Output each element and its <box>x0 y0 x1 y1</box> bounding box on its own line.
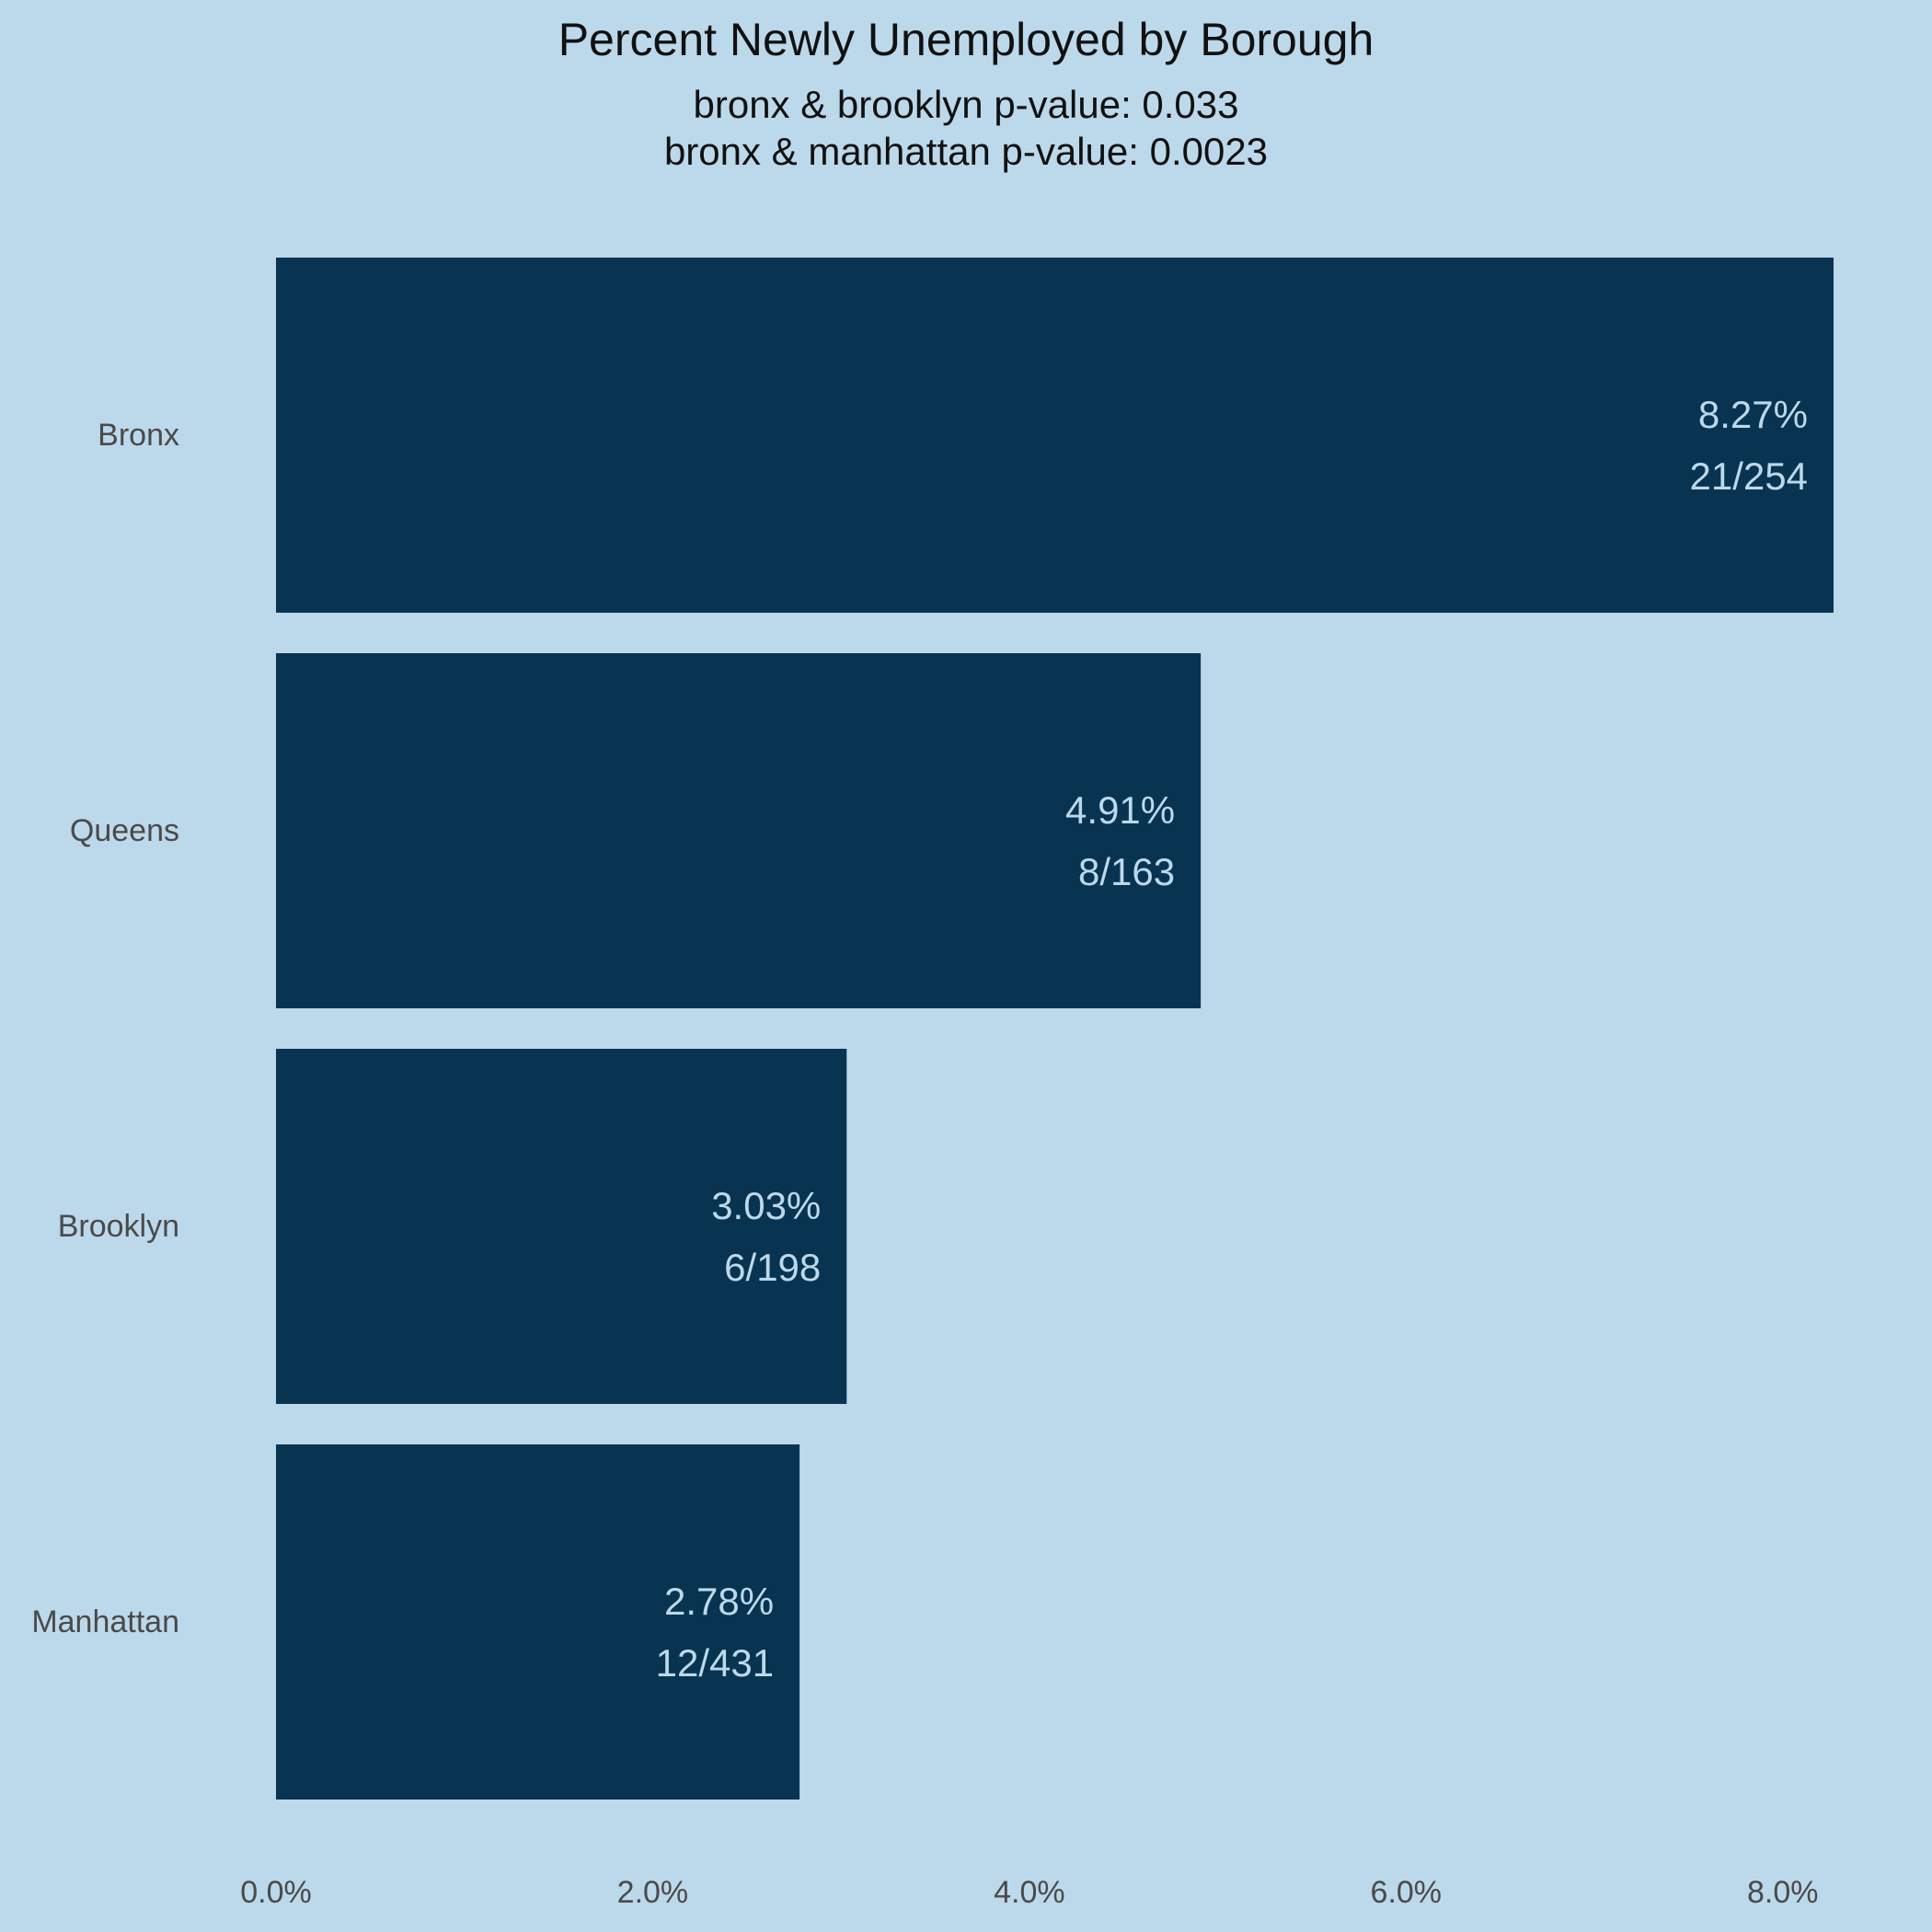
y-tick-label: Brooklyn <box>58 1209 179 1244</box>
x-tick-label: 8.0% <box>1747 1875 1819 1910</box>
chart-subtitle-line: bronx & manhattan p-value: 0.0023 <box>663 130 1269 173</box>
bar <box>276 258 1834 613</box>
bar <box>276 1444 800 1800</box>
bar-value-label: 2.78% <box>664 1580 774 1623</box>
bar-count-label: 21/254 <box>1690 454 1808 498</box>
x-tick-label: 2.0% <box>617 1875 689 1910</box>
y-tick-label: Manhattan <box>31 1604 179 1639</box>
chart-title: Percent Newly Unemployed by Borough <box>558 14 1374 65</box>
x-tick-label: 4.0% <box>994 1875 1065 1910</box>
bar-count-label: 6/198 <box>724 1246 821 1289</box>
bar-value-label: 8.27% <box>1698 393 1808 436</box>
x-tick-label: 0.0% <box>240 1875 312 1910</box>
bar <box>276 653 1202 1008</box>
bar-value-label: 4.91% <box>1065 788 1175 832</box>
bar-value-label: 3.03% <box>711 1184 821 1227</box>
chart-subtitle-line: bronx & brooklyn p-value: 0.033 <box>693 83 1239 126</box>
y-tick-label: Queens <box>70 813 179 848</box>
bar <box>276 1049 847 1404</box>
y-tick-label: Bronx <box>98 418 179 453</box>
bar-count-label: 8/163 <box>1078 850 1175 893</box>
x-tick-label: 6.0% <box>1371 1875 1443 1910</box>
bar-count-label: 12/431 <box>656 1641 774 1685</box>
